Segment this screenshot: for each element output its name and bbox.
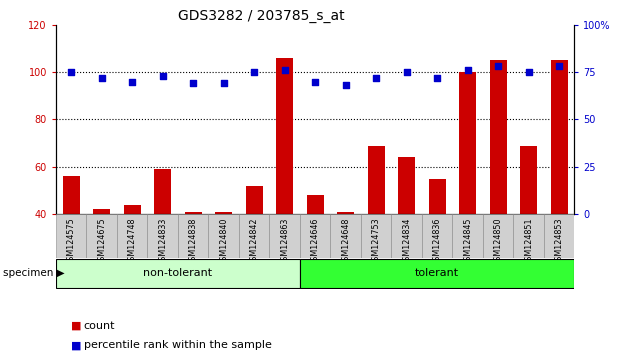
Point [402, 69, 412, 75]
Bar [391, 214, 422, 258]
Bar [117, 214, 147, 258]
Text: GSM124753: GSM124753 [371, 218, 381, 266]
Bar [215, 212, 232, 214]
Bar [147, 214, 178, 258]
Text: tolerant: tolerant [415, 268, 459, 279]
Bar [307, 195, 324, 214]
Bar [330, 214, 361, 258]
Bar [398, 157, 415, 214]
Bar [300, 214, 330, 258]
Text: GSM124836: GSM124836 [433, 218, 442, 266]
Bar [544, 214, 574, 258]
Bar [246, 186, 263, 214]
Point [219, 81, 229, 86]
Bar [56, 214, 86, 258]
Bar [460, 72, 476, 214]
Bar [428, 179, 445, 214]
Point [432, 75, 442, 81]
Text: GSM124850: GSM124850 [494, 218, 502, 266]
Bar [124, 205, 140, 214]
Point [493, 64, 503, 69]
Point [341, 82, 351, 88]
Bar [368, 145, 384, 214]
Text: GSM124842: GSM124842 [250, 218, 259, 266]
Text: GDS3282 / 203785_s_at: GDS3282 / 203785_s_at [178, 9, 344, 23]
Point [97, 75, 107, 81]
Bar [93, 210, 110, 214]
Point [158, 73, 168, 79]
Bar [361, 214, 391, 258]
Text: ■: ■ [71, 340, 82, 350]
Bar [209, 214, 239, 258]
Text: GSM124840: GSM124840 [219, 218, 228, 266]
Bar [154, 169, 171, 214]
Text: ■: ■ [71, 321, 82, 331]
Point [66, 69, 76, 75]
Text: GSM124851: GSM124851 [524, 218, 533, 266]
Bar [490, 60, 507, 214]
Bar [185, 212, 202, 214]
Point [463, 67, 473, 73]
Point [310, 79, 320, 84]
Bar [337, 212, 354, 214]
Text: GSM124675: GSM124675 [97, 218, 106, 266]
Point [249, 69, 259, 75]
Bar [551, 60, 568, 214]
Bar [270, 214, 300, 258]
Point [524, 69, 533, 75]
Bar [63, 176, 79, 214]
Point [188, 81, 198, 86]
Text: GSM124575: GSM124575 [66, 218, 76, 267]
Bar [56, 259, 300, 288]
Point [554, 64, 564, 69]
Bar [86, 214, 117, 258]
Text: GSM124748: GSM124748 [128, 218, 137, 266]
Text: non-tolerant: non-tolerant [143, 268, 212, 279]
Bar [453, 214, 483, 258]
Bar [178, 214, 209, 258]
Point [127, 79, 137, 84]
Point [371, 75, 381, 81]
Bar [422, 214, 453, 258]
Bar [483, 214, 514, 258]
Text: GSM124853: GSM124853 [555, 218, 564, 266]
Point [279, 67, 289, 73]
Bar [239, 214, 270, 258]
Bar [300, 259, 574, 288]
Text: GSM124838: GSM124838 [189, 218, 197, 266]
Text: GSM124845: GSM124845 [463, 218, 472, 266]
Text: GSM124833: GSM124833 [158, 218, 167, 266]
Bar [514, 214, 544, 258]
Text: specimen ▶: specimen ▶ [3, 268, 65, 278]
Bar [520, 145, 537, 214]
Text: percentile rank within the sample: percentile rank within the sample [84, 340, 272, 350]
Text: GSM124648: GSM124648 [341, 218, 350, 266]
Text: GSM124646: GSM124646 [310, 218, 320, 266]
Text: count: count [84, 321, 116, 331]
Text: GSM124834: GSM124834 [402, 218, 411, 266]
Text: GSM124863: GSM124863 [280, 218, 289, 266]
Bar [276, 58, 293, 214]
